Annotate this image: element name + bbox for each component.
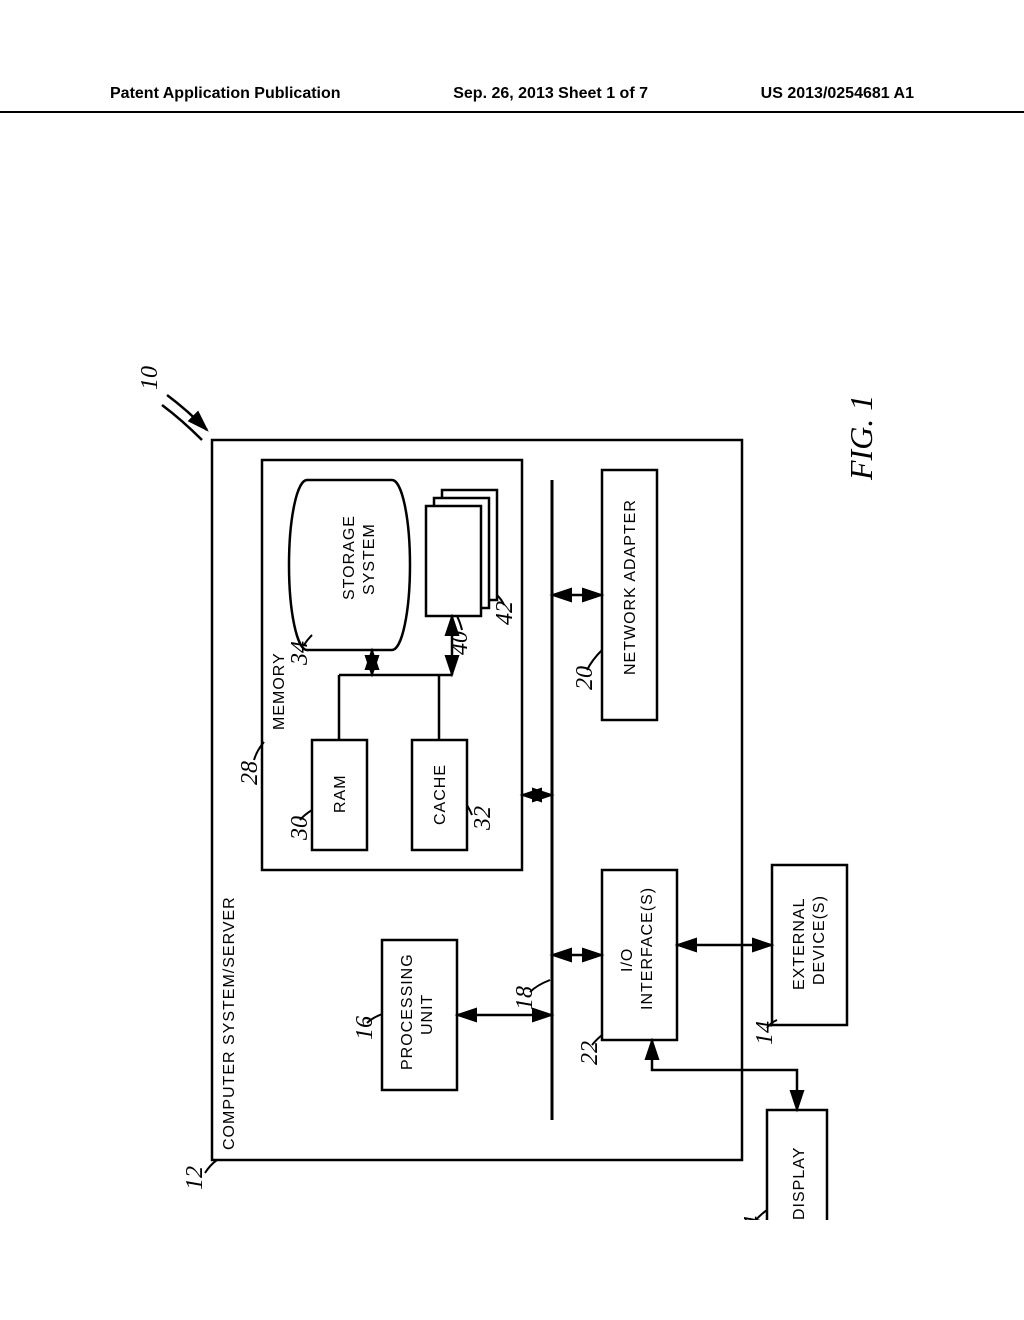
external-label-2: DEVICE(S) bbox=[811, 895, 828, 985]
ram-label: RAM bbox=[332, 774, 349, 813]
page-header: Patent Application Publication Sep. 26, … bbox=[0, 85, 1024, 113]
io-label-1: I/O bbox=[619, 948, 636, 972]
header-center: Sep. 26, 2013 Sheet 1 of 7 bbox=[453, 85, 648, 103]
header-left: Patent Application Publication bbox=[110, 85, 341, 103]
external-label-1: EXTERNAL bbox=[791, 898, 808, 990]
docs-stack bbox=[426, 490, 497, 616]
storage-label-1: STORAGE bbox=[341, 515, 358, 600]
ref-10: 10 bbox=[137, 366, 163, 390]
ref-24: 24 bbox=[740, 1216, 766, 1220]
memory-label: MEMORY bbox=[271, 652, 288, 730]
storage-label-2: SYSTEM bbox=[361, 523, 378, 595]
ref-16: 16 bbox=[352, 1016, 378, 1040]
display-label: DISPLAY bbox=[791, 1147, 808, 1220]
ref-14: 14 bbox=[752, 1021, 778, 1045]
network-adapter-label: NETWORK ADAPTER bbox=[622, 499, 639, 675]
ref-28: 28 bbox=[237, 761, 263, 785]
ref-32: 32 bbox=[470, 806, 496, 831]
ref-12: 12 bbox=[182, 1166, 208, 1190]
ref-10-arrow: 10 bbox=[137, 366, 207, 440]
ref-22: 22 bbox=[577, 1041, 603, 1065]
computer-system-label: COMPUTER SYSTEM/SERVER bbox=[221, 896, 238, 1150]
processing-label-1: PROCESSING bbox=[399, 953, 416, 1070]
external-devices-box bbox=[772, 865, 847, 1025]
diagram-container: COMPUTER SYSTEM/SERVER 12 MEMORY 28 RAM … bbox=[112, 180, 912, 1220]
io-label-2: INTERFACE(S) bbox=[639, 887, 656, 1010]
page: Patent Application Publication Sep. 26, … bbox=[0, 0, 1024, 1320]
ref-42: 42 bbox=[492, 601, 518, 625]
cache-label: CACHE bbox=[432, 764, 449, 825]
figure-label: FIG. 1 bbox=[843, 395, 879, 481]
ref-20: 20 bbox=[572, 666, 598, 690]
header-right: US 2013/0254681 A1 bbox=[761, 85, 914, 103]
storage-cylinder: STORAGE SYSTEM bbox=[289, 480, 410, 650]
processing-label-2: UNIT bbox=[419, 994, 436, 1035]
ref-34: 34 bbox=[287, 641, 313, 666]
figure-svg: COMPUTER SYSTEM/SERVER 12 MEMORY 28 RAM … bbox=[112, 180, 912, 1220]
